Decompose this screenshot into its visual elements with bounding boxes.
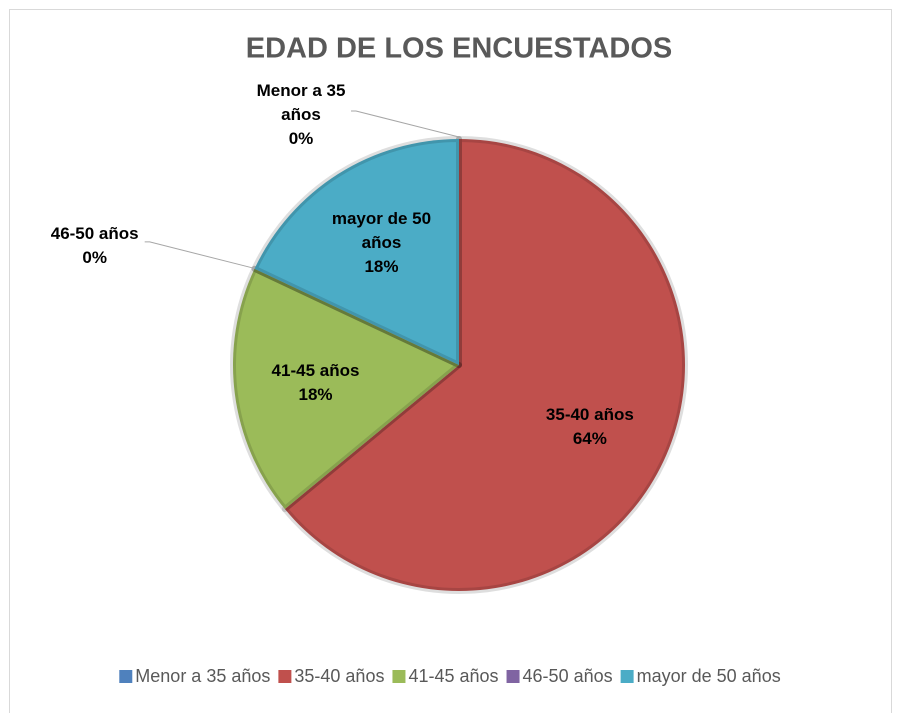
legend-swatch <box>620 670 634 683</box>
data-label-value: 0% <box>288 129 314 148</box>
data-label-box: 41-45 años 18% <box>251 343 381 423</box>
data-label: 46-50 años 0% <box>30 206 160 286</box>
legend: Menor a 35 años 35-40 años 41-45 años 46-50… <box>119 666 781 686</box>
legend-label: 46-50 años <box>523 666 613 686</box>
data-label-box: mayor de 50 años 18% <box>316 203 446 283</box>
legend-label: 41-45 años <box>408 666 498 686</box>
data-label-value: 64% <box>572 428 607 448</box>
data-label: 35-40 años 64% <box>525 387 655 467</box>
data-label-category: 46-50 años <box>50 223 139 243</box>
data-label-category: mayor de 50 años <box>331 208 432 252</box>
chart-title: EDAD DE LOS ENCUESTADOS <box>246 33 672 65</box>
data-label-value: 18% <box>298 385 333 405</box>
data-label-category: Menor a 35 años <box>256 81 346 124</box>
legend-swatch <box>506 670 520 683</box>
legend-label: mayor de 50 años <box>637 666 781 686</box>
pie-slice <box>230 265 462 513</box>
data-label-category: 41-45 años <box>271 361 360 381</box>
legend-label: 35-40 años <box>294 666 384 686</box>
data-label-box: 46-50 años 0% <box>30 206 160 286</box>
pie-slice <box>251 265 462 368</box>
legend-swatch <box>278 670 292 683</box>
data-label: Menor a 35 años 0% <box>236 75 366 155</box>
data-label-box: Menor a 35 años 0% <box>236 75 366 155</box>
leader-line <box>351 110 460 138</box>
pie-slice <box>251 136 462 368</box>
leader-line <box>144 241 253 269</box>
data-label-box: 35-40 años 64% <box>525 387 655 467</box>
pie-slice <box>281 136 688 594</box>
data-label: 41-45 años 18% <box>251 343 381 423</box>
legend-swatch <box>119 670 133 683</box>
legend-swatch <box>392 670 406 683</box>
data-label-value: 0% <box>82 247 107 267</box>
data-label-value: 18% <box>364 256 399 276</box>
data-label: mayor de 50 años 18% <box>316 203 446 283</box>
data-label-category: 35-40 años <box>545 404 634 424</box>
legend-label: Menor a 35 años <box>135 666 270 686</box>
